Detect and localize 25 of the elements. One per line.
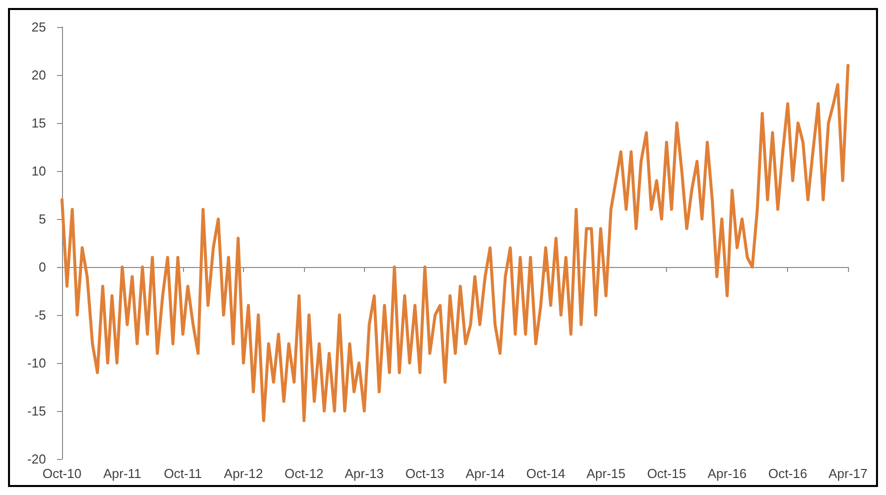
x-tick-label: Apr-15 — [586, 466, 626, 481]
y-tick-label: -20 — [27, 452, 46, 466]
x-tick-label: Apr-16 — [708, 466, 747, 481]
x-tick-label: Apr-14 — [466, 466, 505, 481]
x-tick-label: Apr-12 — [224, 466, 263, 481]
y-tick-label: -5 — [34, 308, 46, 322]
y-tick-label: -15 — [27, 404, 46, 418]
y-tick-label: 0 — [38, 260, 46, 274]
y-tick-label: 10 — [32, 164, 46, 178]
x-tick-label: Oct-15 — [647, 466, 686, 481]
x-tick-label: Oct-13 — [405, 466, 444, 481]
y-tick-label: 20 — [32, 68, 46, 82]
y-tick-label: 15 — [32, 116, 46, 130]
y-tick-label: -10 — [27, 356, 46, 370]
x-tick-label: Oct-12 — [284, 466, 324, 481]
x-tick-label: Oct-10 — [42, 466, 82, 481]
y-tick-label: 25 — [32, 20, 46, 34]
x-tick-label: Oct-11 — [164, 466, 202, 481]
x-tick-label: Apr-17 — [828, 466, 868, 481]
x-tick-label: Apr-13 — [344, 466, 384, 481]
x-tick-label: Oct-14 — [526, 466, 566, 481]
line-series — [60, 64, 850, 422]
y-tick-label: 5 — [38, 212, 46, 226]
x-tick-label: Oct-16 — [768, 466, 808, 481]
x-tick-label: Apr-11 — [103, 466, 142, 481]
